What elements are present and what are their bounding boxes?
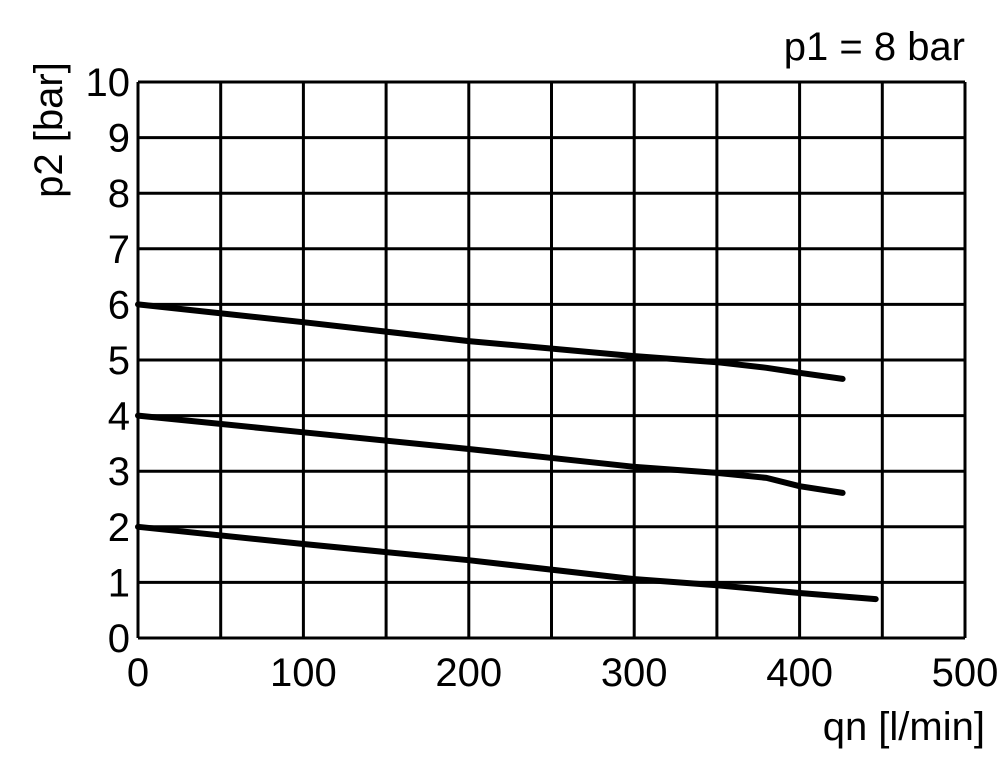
y-tick-label: 2 <box>108 506 130 550</box>
y-tick-label: 3 <box>108 450 130 494</box>
curves <box>135 301 879 603</box>
y-tick-label: 4 <box>108 395 130 439</box>
x-tick-label: 0 <box>127 651 149 695</box>
series-line-3 <box>135 523 879 603</box>
annotation: p1 = 8 bar <box>784 25 965 69</box>
y-tick-label: 5 <box>108 339 130 383</box>
x-tick-label: 100 <box>270 651 337 695</box>
x-tick-labels: 0 100 200 300 400 500 <box>127 651 999 695</box>
x-tick-label: 300 <box>601 651 668 695</box>
y-tick-label: 10 <box>86 61 131 105</box>
grid <box>136 80 967 640</box>
series-line-2 <box>135 412 846 496</box>
series-line-1 <box>135 301 846 382</box>
y-tick-label: 9 <box>108 117 130 161</box>
y-tick-label: 1 <box>108 561 130 605</box>
y-tick-label: 8 <box>108 172 130 216</box>
x-tick-label: 200 <box>435 651 502 695</box>
x-tick-label: 500 <box>932 651 999 695</box>
y-tick-label: 7 <box>108 228 130 272</box>
y-tick-labels: 0 1 2 3 4 5 6 7 8 9 10 <box>86 61 131 661</box>
y-tick-label: 6 <box>108 283 130 327</box>
x-axis-label: qn [l/min] <box>823 705 985 749</box>
x-tick-label: 400 <box>766 651 833 695</box>
y-axis-label: p2 [bar] <box>27 62 71 198</box>
y-tick-label: 0 <box>108 617 130 661</box>
